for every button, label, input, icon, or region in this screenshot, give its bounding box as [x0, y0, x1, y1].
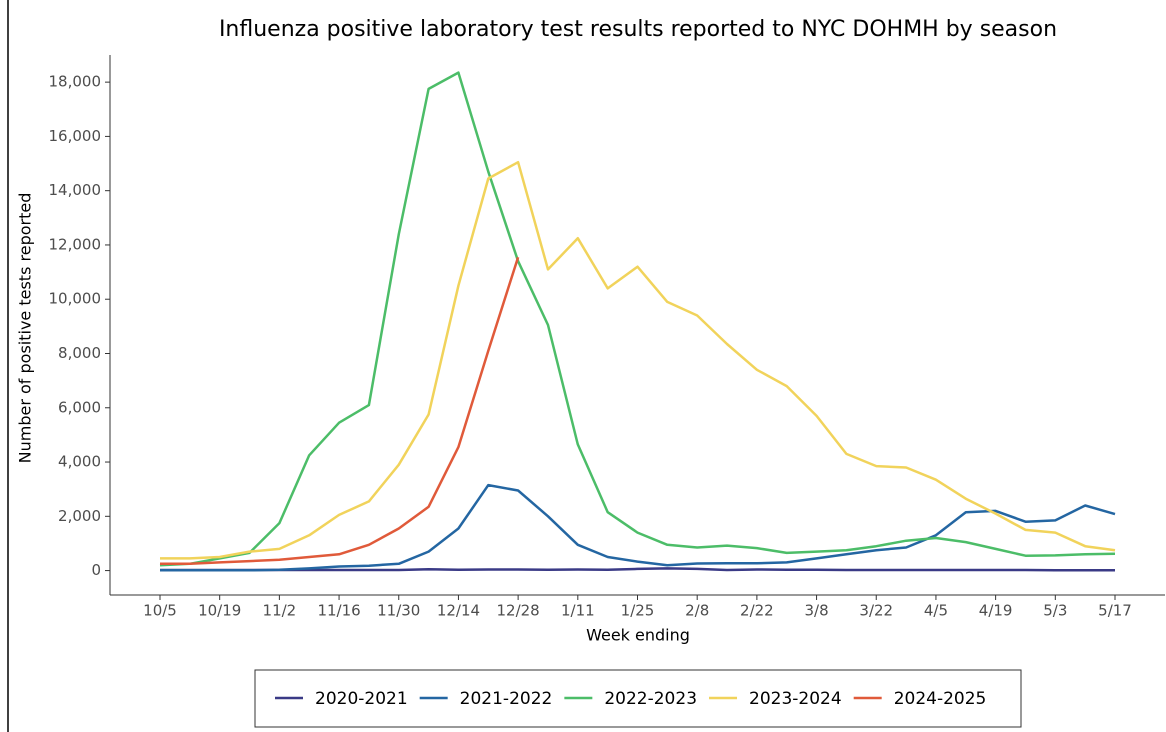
y-tick-label: 16,000 — [49, 127, 102, 145]
x-tick-label: 11/2 — [263, 602, 297, 620]
x-tick-label: 4/19 — [979, 602, 1013, 620]
x-tick-label: 2/8 — [685, 602, 709, 620]
x-tick-label: 3/8 — [804, 602, 828, 620]
y-tick-label: 0 — [91, 561, 101, 579]
chart-title: Influenza positive laboratory test resul… — [219, 17, 1057, 42]
x-tick-label: 1/11 — [561, 602, 595, 620]
series-line — [159, 71, 1116, 567]
legend-label: 2023-2024 — [749, 689, 842, 709]
x-tick-label: 1/25 — [621, 602, 655, 620]
x-tick-label: 5/17 — [1098, 602, 1132, 620]
x-tick-label: 4/5 — [924, 602, 948, 620]
legend-label: 2024-2025 — [894, 689, 987, 709]
legend-label: 2021-2022 — [460, 689, 553, 709]
series-line — [160, 256, 520, 566]
y-tick-label: 18,000 — [49, 73, 102, 91]
x-tick-label: 12/28 — [497, 602, 540, 620]
legend-label: 2020-2021 — [315, 689, 408, 709]
y-tick-label: 2,000 — [58, 507, 101, 525]
y-tick-label: 8,000 — [58, 344, 101, 362]
legend-box — [254, 669, 1022, 728]
y-tick-label: 14,000 — [49, 181, 102, 199]
x-tick-label: 10/19 — [198, 602, 241, 620]
x-tick-label: 11/16 — [317, 602, 360, 620]
y-tick-label: 4,000 — [58, 453, 101, 471]
x-tick-label: 10/5 — [143, 602, 177, 620]
x-tick-label: 2/22 — [740, 602, 774, 620]
y-tick-label: 12,000 — [49, 235, 102, 253]
series-line — [160, 483, 1116, 572]
x-tick-label: 11/30 — [377, 602, 420, 620]
y-tick-label: 10,000 — [49, 290, 102, 308]
x-axis-title: Week ending — [586, 626, 690, 645]
legend-label: 2022-2023 — [604, 689, 697, 709]
y-tick-label: 6,000 — [58, 398, 101, 416]
series-line — [160, 567, 1115, 572]
x-tick-label: 3/22 — [859, 602, 893, 620]
x-tick-label: 12/14 — [437, 602, 480, 620]
series-line — [160, 160, 1116, 560]
y-axis-title: Number of positive tests reported — [16, 193, 35, 464]
x-tick-label: 5/3 — [1043, 602, 1067, 620]
